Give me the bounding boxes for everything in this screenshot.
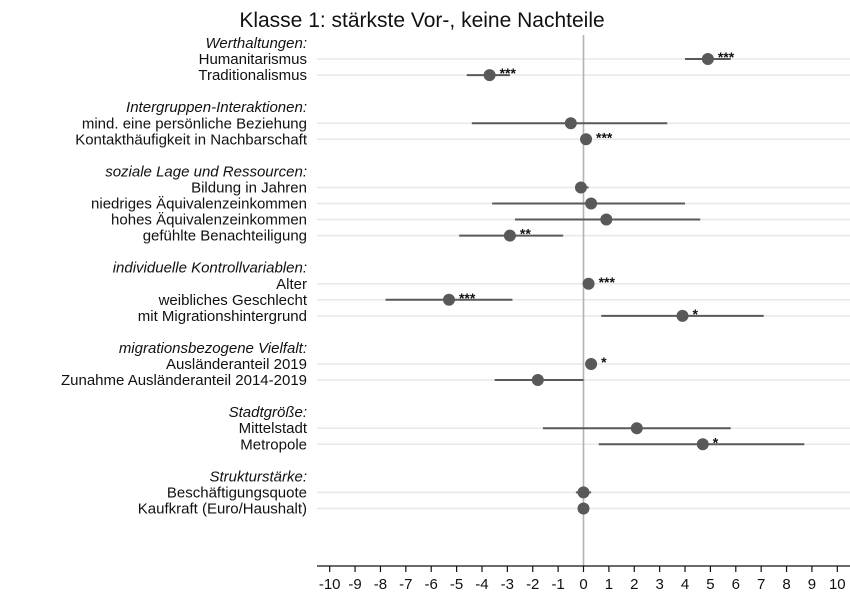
row-label: Mittelstadt <box>239 420 308 437</box>
row-label: Ausländeranteil 2019 <box>166 356 307 373</box>
estimate-point <box>580 133 593 146</box>
data-marks: ******************** <box>385 49 805 515</box>
x-tick-label: 6 <box>732 576 740 593</box>
estimate-point <box>676 309 689 322</box>
chart-title: Klasse 1: stärkste Vor-, keine Nachteile <box>239 9 604 32</box>
estimate-point <box>503 229 516 242</box>
estimate-point <box>630 422 643 435</box>
row-label: Zunahme Ausländeranteil 2014-2019 <box>61 372 307 389</box>
estimate-point <box>600 213 613 226</box>
row-label: Beschäftigungsquote <box>167 484 307 501</box>
significance-label: ** <box>520 226 531 242</box>
x-tick-label: 10 <box>829 576 846 593</box>
x-tick-label: -4 <box>475 576 488 593</box>
group-label: Strukturstärke: <box>209 468 307 485</box>
x-tick-label: -3 <box>501 576 514 593</box>
x-tick-label: -1 <box>551 576 564 593</box>
estimate-point <box>483 69 496 82</box>
significance-label: *** <box>599 274 616 290</box>
row-label: Kontakthäufigkeit in Nachbarschaft <box>75 131 308 148</box>
row-label: Metropole <box>240 436 307 453</box>
group-label: Intergruppen-Interaktionen: <box>126 99 307 116</box>
x-tick-label: 4 <box>681 576 689 593</box>
group-label: Stadtgröße: <box>229 404 307 421</box>
row-label: Alter <box>276 276 307 293</box>
group-label: soziale Lage und Ressourcen: <box>105 163 307 180</box>
x-tick-label: 5 <box>706 576 714 593</box>
x-tick-label: 1 <box>605 576 613 593</box>
row-label: Kaufkraft (Euro/Haushalt) <box>138 500 307 517</box>
row-label: mind. eine persönliche Beziehung <box>82 115 307 132</box>
estimate-point <box>585 197 598 210</box>
group-label: migrationsbezogene Vielfalt: <box>119 340 307 357</box>
significance-label: *** <box>459 290 476 306</box>
estimate-point <box>585 358 598 370</box>
row-label: Bildung in Jahren <box>191 179 307 196</box>
significance-label: * <box>713 434 719 450</box>
x-tick-label: -6 <box>425 576 438 593</box>
estimate-point <box>696 438 709 451</box>
x-tick-label: 7 <box>757 576 765 593</box>
group-label: Werthaltungen: <box>206 35 307 52</box>
x-tick-label: -7 <box>399 576 412 593</box>
significance-label: *** <box>596 129 613 145</box>
x-tick-label: 3 <box>655 576 663 593</box>
x-tick-label: -10 <box>319 576 341 593</box>
x-tick-label: -9 <box>348 576 361 593</box>
group-label: individuelle Kontrollvariablen: <box>113 260 307 277</box>
significance-label: *** <box>718 49 735 65</box>
row-label: hohes Äquivalenzeinkommen <box>111 212 307 229</box>
significance-label: * <box>601 354 607 370</box>
x-axis: -10 -9 -8 -7 -6 -5 -4 -3 -2 -1 0 1 2 3 4 5 6 7 8 9 10 <box>317 565 850 593</box>
x-tick-label: 2 <box>630 576 638 593</box>
row-label: mit Migrationshintergrund <box>138 308 307 325</box>
row-label: weibliches Geschlecht <box>158 292 308 309</box>
estimate-point <box>701 53 714 66</box>
estimate-point <box>574 181 587 194</box>
x-tick-label: -8 <box>374 576 387 593</box>
significance-label: * <box>692 306 698 322</box>
row-labels: Werthaltungen:HumanitarismusTraditionali… <box>61 35 308 517</box>
estimate-point <box>577 486 590 499</box>
x-tick-label: 0 <box>579 576 587 593</box>
estimate-point <box>531 374 544 387</box>
significance-label: *** <box>500 65 517 81</box>
estimate-point <box>577 502 590 515</box>
row-label: niedriges Äquivalenzeinkommen <box>91 196 307 213</box>
estimate-point <box>442 293 455 306</box>
x-tick-label: 9 <box>808 576 816 593</box>
x-tick-label: -2 <box>526 576 539 593</box>
x-tick-label: -5 <box>450 576 463 593</box>
row-label: Traditionalismus <box>198 67 307 84</box>
estimate-point <box>582 277 595 290</box>
x-tick-label: 8 <box>782 576 790 593</box>
row-label: gefühlte Benachteiligung <box>143 228 307 245</box>
row-label: Humanitarismus <box>199 51 307 68</box>
estimate-point <box>564 117 577 130</box>
